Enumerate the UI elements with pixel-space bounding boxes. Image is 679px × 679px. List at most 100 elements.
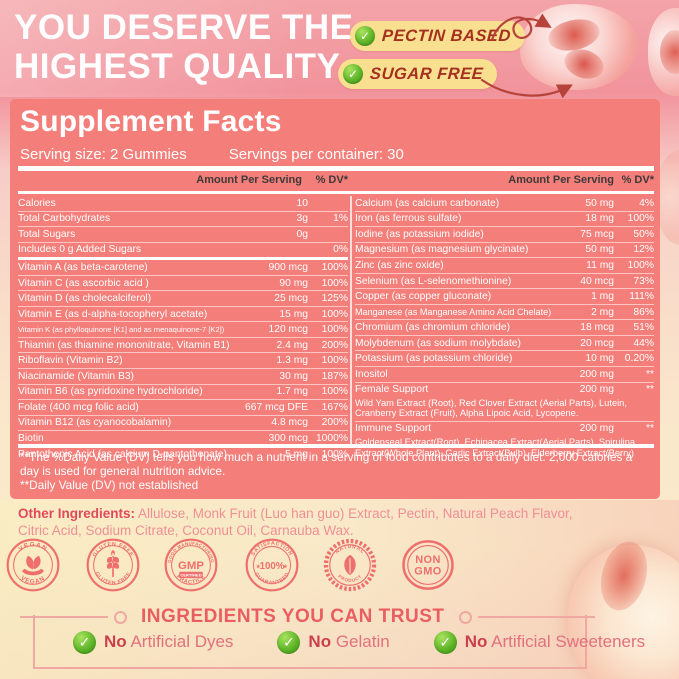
table-row: Calcium (as calcium carbonate) 50 mg 4%	[355, 196, 654, 211]
nutrient-name: Inositol	[355, 368, 388, 380]
satisfaction-stamp: SATISFACTION GUARANTEED 100% ★ ★	[245, 538, 299, 592]
other-ingredients-text: Allulose, Monk Fruit (Luo han guo) Extra…	[18, 506, 573, 538]
stamp-arc-bottom: PRACTICE	[175, 574, 206, 586]
table-row-group: Selenium (as L-selenomethionine) 40 mcg …	[355, 274, 654, 290]
nutrient-dv: 100%	[321, 355, 348, 367]
badge-label: PECTIN BASED	[381, 26, 512, 45]
page-title-line2: HIGHEST QUALITY	[14, 47, 341, 86]
table-row: Vitamin B12 (as cyanocobalamin) 4.8 mcg …	[18, 416, 348, 432]
check-icon	[355, 26, 375, 46]
nutrient-name: Selenium (as L-selenomethionine)	[355, 275, 512, 287]
table-row-group: Zinc (as zinc oxide) 11 mg 100%	[355, 258, 654, 274]
nutrient-name: Calories	[18, 197, 56, 209]
nutrient-dv: 50%	[633, 228, 654, 240]
star-icon: ★	[283, 564, 288, 570]
nutrient-dv: 51%	[633, 322, 654, 334]
stamp-arc-bottom: VEGAN	[19, 575, 46, 586]
table-row: Iron (as ferrous sulfate) 18 mg 100%	[355, 212, 654, 227]
gluten-free-stamp: GLUTEN FREE GLUTEN FREE	[86, 538, 140, 592]
table-row-group: Copper (as copper gluconate) 1 mg 111%	[355, 289, 654, 305]
trust-item-label: Artificial Dyes	[126, 632, 234, 651]
nutrient-name: Pantothenic Acid (as calcium D-pantothen…	[18, 448, 227, 460]
nutrient-amount: 50 mg	[585, 244, 614, 256]
table-row: Niacinamide (Vitamin B3) 30 mg 187%	[18, 369, 348, 385]
table-row: Includes 0 g Added Sugars 0%	[18, 243, 348, 261]
nutrient-name: Calcium (as calcium carbonate)	[355, 197, 500, 209]
nutrient-amount: 120 mcg	[268, 324, 309, 336]
nutrient-dv: 44%	[633, 337, 654, 349]
nutrient-amount: 30 mg	[279, 370, 308, 382]
svg-text:PRODUCT: PRODUCT	[337, 574, 363, 583]
trust-item-no: No	[308, 632, 332, 651]
nutrient-dv: 0%	[333, 244, 348, 256]
nutrient-name: Potassium (as potassium chloride)	[355, 353, 513, 365]
table-row: Thiamin (as thiamine mononitrate, Vitami…	[18, 338, 348, 354]
trust-item-label: Artificial Sweeteners	[487, 632, 646, 651]
nutrient-amount: 15 mg	[279, 308, 308, 320]
nutrient-name: Vitamin B12 (as cyanocobalamin)	[18, 417, 172, 429]
nutrient-name: Iodine (as potassium iodide)	[355, 228, 484, 240]
nutrient-amount: 10	[296, 197, 308, 209]
nutrient-amount: 1.7 mg	[276, 386, 308, 398]
table-row: Vitamin D (as cholecalciferol) 25 mcg 12…	[18, 291, 348, 307]
table-row-group: Female Support 200 mg ** Wild Yam Extrac…	[355, 383, 654, 422]
table-row-group: Immune Support 200 mg ** Goldenseal Extr…	[355, 422, 654, 460]
trust-box	[33, 615, 587, 669]
nutrient-amount: 25 mcg	[274, 293, 308, 305]
dot-icon	[458, 610, 472, 624]
table-row: Vitamin E (as d-alpha-tocopheryl acetate…	[18, 307, 348, 323]
nutrient-amount: 4.8 mcg	[271, 417, 308, 429]
column-divider	[350, 196, 352, 444]
nutrient-dv: **	[645, 384, 654, 396]
nutrient-dv: 86%	[633, 306, 654, 318]
nutrient-table-left: Calories 10 Total Carbohydrates 3g 1% To…	[18, 196, 348, 461]
footnote: **The %Daily Value (DV) tells you how mu…	[20, 450, 652, 492]
nutrient-name: Includes 0 g Added Sugars	[18, 244, 142, 256]
table-row: Iodine (as potassium iodide) 75 mcg 50%	[355, 227, 654, 242]
table-row: Inositol 200 mg **	[355, 367, 654, 382]
table-row: Calories 10	[18, 196, 348, 212]
nutrient-amount: 18 mg	[585, 213, 614, 225]
nutrient-dv: 100%	[321, 261, 348, 273]
nutrient-name: Immune Support	[355, 423, 432, 435]
nutrient-amount: 200 mg	[579, 384, 614, 396]
nutrient-amount: 667 mcg DFE	[245, 401, 308, 413]
col-header-amount-right: Amount Per Serving	[508, 174, 614, 186]
nutrient-amount: 200 mg	[579, 423, 614, 435]
nutrient-dv: 100%	[627, 259, 654, 271]
gmp-text: GMP	[178, 560, 204, 572]
nutrient-name: Biotin	[18, 432, 44, 444]
svg-text:VEGAN: VEGAN	[17, 541, 48, 552]
nutrient-amount: 1 mg	[591, 291, 614, 303]
nutrient-dv: 200%	[321, 339, 348, 351]
supplement-facts-panel: Supplement Facts Serving size: 2 Gummies…	[10, 99, 660, 499]
nutrient-dv: 73%	[633, 275, 654, 287]
nutrient-amount: 75 mcg	[580, 228, 614, 240]
footnote-dv-not-established: **Daily Value (DV) not established	[20, 477, 199, 492]
panel-title: Supplement Facts	[20, 105, 282, 138]
nutrient-name: Magnesium (as magnesium glycinate)	[355, 244, 529, 256]
nutrient-amount: 50 mg	[585, 197, 614, 209]
nutrient-dv: 167%	[321, 401, 348, 413]
nutrient-dv: 111%	[629, 291, 654, 303]
nutrient-dv: 100%	[321, 308, 348, 320]
nutrient-dv: 100%	[321, 448, 348, 460]
table-row: Total Carbohydrates 3g 1%	[18, 212, 348, 228]
nutrient-name: Iron (as ferrous sulfate)	[355, 213, 462, 225]
col-header-dv-left: % DV*	[315, 174, 348, 186]
svg-text:GUARANTEED: GUARANTEED	[253, 572, 291, 587]
nutrient-name: Thiamin (as thiamine mononitrate, Vitami…	[18, 339, 230, 351]
table-row: Vitamin C (as ascorbic acid ) 90 mg 100%	[18, 276, 348, 292]
divider	[18, 191, 654, 194]
table-row-group: Iron (as ferrous sulfate) 18 mg 100%	[355, 212, 654, 228]
nutrient-table-right: Calcium (as calcium carbonate) 50 mg 4% …	[355, 196, 654, 460]
col-header-dv-right: % DV*	[621, 174, 654, 186]
table-row: Female Support 200 mg **	[355, 383, 654, 398]
nutrient-name: Vitamin A (as beta-carotene)	[18, 261, 148, 273]
other-ingredients: Other Ingredients: Allulose, Monk Fruit …	[18, 505, 578, 539]
table-row: Folate (400 mcg folic acid) 667 mcg DFE …	[18, 400, 348, 416]
stamp-arc-bottom: PRODUCT	[337, 574, 362, 583]
nutrient-dv: **	[645, 368, 654, 380]
nutrient-amount: 1.3 mg	[276, 355, 308, 367]
